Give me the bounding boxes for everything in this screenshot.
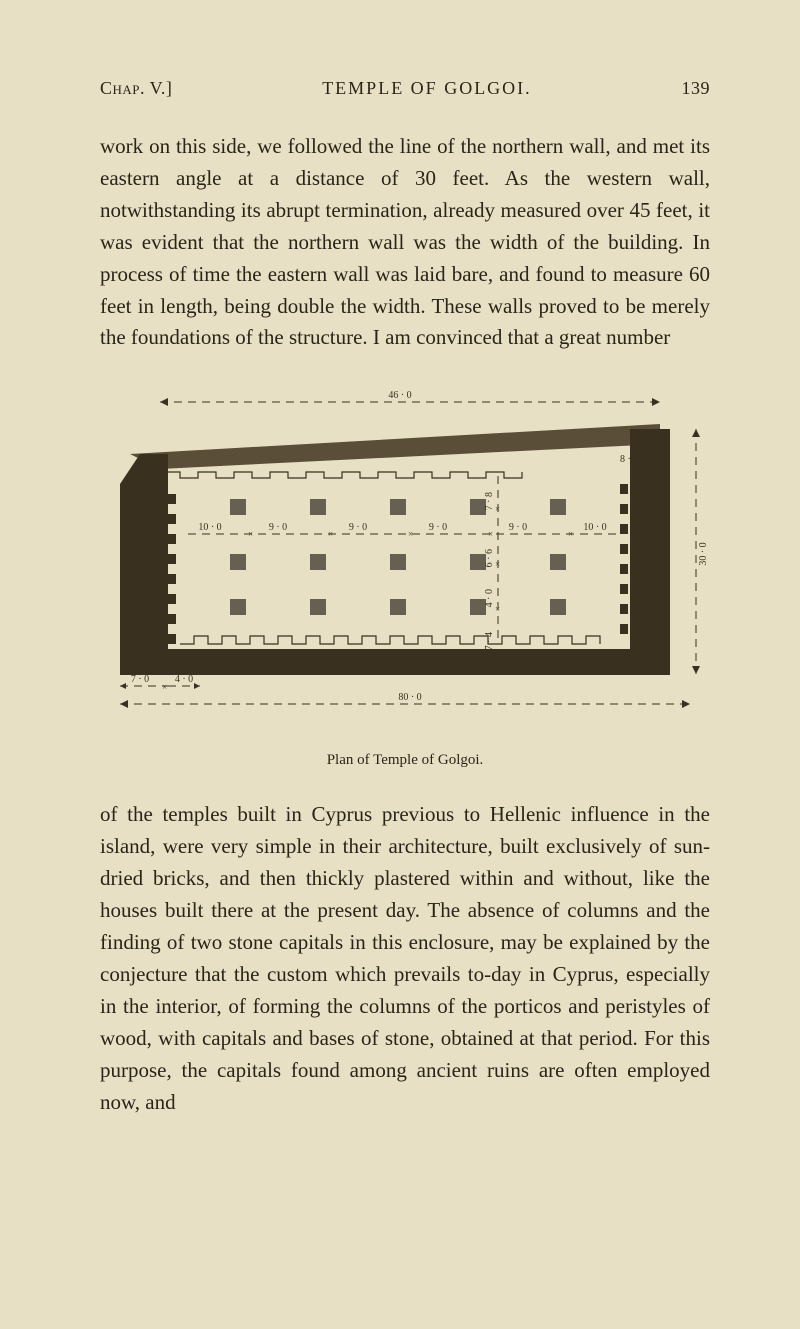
arrow-icon [682,700,690,708]
svg-text:×: × [495,504,500,514]
v-span-1: 7 · 8 [484,492,495,510]
svg-text:×: × [488,529,493,539]
svg-text:×: × [248,529,253,539]
page-number: 139 [682,78,711,99]
pillar-grid [230,499,566,615]
col-span-1: 10 · 0 [198,522,221,533]
v-span-4: 7 · 4 [484,632,495,650]
east-wall [630,429,670,674]
col-span-3: 9 · 0 [349,522,367,533]
bl-x: × [162,682,167,692]
east-buttresses [620,484,628,634]
body-paragraph-bottom: of the temples built in Cyprus previous … [100,799,710,1118]
dim-top-label: 46 · 0 [388,390,411,401]
body-paragraph-top: work on this side, we followed the line … [100,131,710,354]
corner-tr-label: 8 · 6 [620,454,638,465]
south-wall [120,649,670,675]
west-wall-upper [120,454,168,484]
svg-text:×: × [495,604,500,614]
running-header: Chap. V.] TEMPLE OF GOLGOI. 139 [100,78,710,99]
figure-caption: Plan of Temple of Golgoi. [100,752,710,769]
bl-dim-2-label: 4 · 0 [175,674,193,685]
col-span-6: 10 · 0 [583,522,606,533]
arrow-icon [692,429,700,437]
col-span-5: 9 · 0 [509,522,527,533]
v-span-2: 6 · 6 [484,549,495,567]
south-crenellation [180,636,600,644]
paragraph-2: of the temples built in Cyprus previous … [100,799,710,1118]
crenellation-line [160,472,522,478]
west-wall [120,484,168,674]
arrow-icon [160,398,168,406]
dim-right-label: 30 · 0 [698,543,709,566]
col-span-4: 9 · 0 [429,522,447,533]
north-wall [130,424,660,469]
paragraph-1: work on this side, we followed the line … [100,131,710,354]
svg-text:×: × [408,529,413,539]
dim-bottom-label: 80 · 0 [398,692,421,703]
svg-text:×: × [568,529,573,539]
bl-dim-1-label: 7 · 0 [131,674,149,685]
page-title: TEMPLE OF GOLGOI. [322,78,532,99]
arrow-icon [194,683,200,689]
arrow-icon [120,700,128,708]
arrow-icon [692,666,700,674]
page: Chap. V.] TEMPLE OF GOLGOI. 139 work on … [0,0,800,1329]
arrow-icon [120,683,126,689]
arrow-icon [652,398,660,406]
floor-plan-figure: 46 · 0 80 · 0 30 · 0 [100,384,710,734]
floor-plan-svg: 46 · 0 80 · 0 30 · 0 [100,384,710,734]
col-span-2: 9 · 0 [269,522,287,533]
west-buttresses [168,494,176,644]
svg-text:×: × [495,559,500,569]
svg-text:×: × [328,529,333,539]
chapter-label: Chap. V.] [100,78,172,99]
v-span-3: 4 · 0 [484,589,495,607]
